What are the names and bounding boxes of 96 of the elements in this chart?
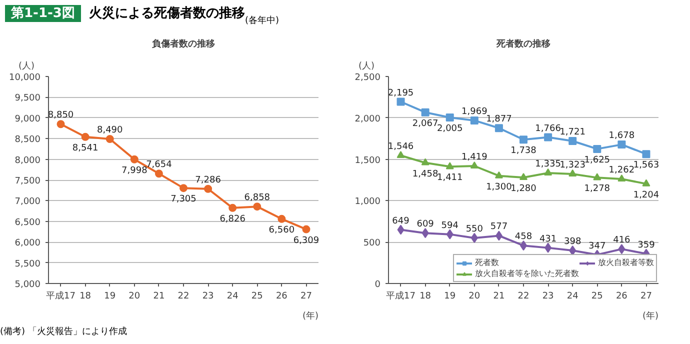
text: 6,560 <box>268 225 295 236</box>
y-tick-label: 500 <box>363 238 381 249</box>
data-label: 1,323 <box>560 160 586 170</box>
data-label: 1,625 <box>584 155 610 166</box>
y-tick-label: 6,500 <box>14 218 41 228</box>
data-label: 1,458 <box>412 169 438 180</box>
data-label: 1,546 <box>388 142 414 152</box>
y-tick-label: 2,500 <box>354 73 381 83</box>
text: 8,850 <box>48 110 74 121</box>
text: (備考) 「火災報告」により作成 <box>0 326 127 339</box>
text: 6,858 <box>244 193 270 204</box>
y-tick-label: 6,000 <box>14 238 41 249</box>
data-label: 1,969 <box>462 106 488 117</box>
x-tick-label: 23 <box>202 292 214 302</box>
text: 6,309 <box>293 236 320 246</box>
data-label: 1,678 <box>608 131 635 142</box>
data-label: 550 <box>466 224 484 234</box>
x-tick-label: 18 <box>80 292 92 302</box>
data-label: 1,280 <box>510 184 537 194</box>
text: 7,998 <box>122 166 148 176</box>
data-label: 1,419 <box>462 152 488 163</box>
y-axis-title: (人) <box>358 60 375 72</box>
chart-title: 負傷者数の推移 <box>152 38 215 50</box>
y-tick-label: 5,500 <box>14 259 41 270</box>
x-tick-label: 27 <box>640 292 652 302</box>
data-label: 1,262 <box>608 166 635 176</box>
legend-label: 放火自殺者等数 <box>598 257 654 268</box>
y-tick-label: 0 <box>374 280 381 290</box>
text: 8,490 <box>96 126 123 136</box>
x-tick-label: 25 <box>591 292 603 302</box>
x-tick-label: 26 <box>276 292 288 302</box>
y-tick-label: 10,000 <box>9 73 41 83</box>
x-tick-label: 22 <box>178 292 190 302</box>
text: (各年中) <box>244 15 279 28</box>
y-tick-label: 5,000 <box>14 280 41 290</box>
data-label: 359 <box>638 240 656 250</box>
y-tick-label: 7,000 <box>14 197 41 208</box>
data-label: 1,300 <box>486 182 512 192</box>
y-tick-label: 9,000 <box>14 114 41 124</box>
data-label: 609 <box>416 220 434 230</box>
x-tick-label: 21 <box>493 292 505 302</box>
x-tick-label: 26 <box>616 292 628 302</box>
data-label: 1,766 <box>535 124 562 134</box>
y-axis-title: (人) <box>18 60 35 72</box>
data-label: 594 <box>441 220 459 231</box>
x-tick-label: 25 <box>251 292 263 302</box>
text: 7,286 <box>195 175 221 186</box>
x-tick-label: 23 <box>542 292 554 302</box>
y-tick-label: 1,500 <box>354 156 381 166</box>
data-label: 1,335 <box>535 159 561 170</box>
x-tick-label: 27 <box>300 292 312 302</box>
y-tick-label: 2,000 <box>354 114 381 124</box>
data-label: 431 <box>539 234 557 244</box>
legend-label: 死者数 <box>475 257 499 268</box>
text: 第1-1-3図 <box>5 5 81 22</box>
data-label: 1,738 <box>510 146 537 156</box>
x-tick-label: 平成17 <box>386 290 416 302</box>
data-label: 577 <box>490 222 508 232</box>
data-label: 416 <box>613 236 631 246</box>
data-label: 2,005 <box>436 124 463 134</box>
x-tick-label: 19 <box>444 292 456 302</box>
text: 7,654 <box>146 160 172 170</box>
x-axis-title: (年) <box>642 310 659 322</box>
y-tick-label: 8,500 <box>14 135 41 146</box>
x-tick-label: 20 <box>468 292 480 302</box>
x-tick-label: 平成17 <box>46 290 76 302</box>
x-tick-label: 21 <box>153 292 165 302</box>
x-tick-label: 20 <box>128 292 140 302</box>
data-label: 398 <box>564 237 582 248</box>
data-label: 1,721 <box>560 128 586 138</box>
data-label: 2,195 <box>388 88 414 98</box>
data-label: 2,067 <box>412 118 438 129</box>
y-tick-label: 1,000 <box>354 197 381 208</box>
legend-label: 放火自殺者等を除いた死者数 <box>475 268 579 279</box>
data-label: 1,411 <box>436 173 463 184</box>
x-tick-label: 19 <box>104 292 116 302</box>
data-label: 649 <box>392 216 410 226</box>
data-label: 1,877 <box>486 114 512 125</box>
data-label: 1,278 <box>584 184 610 194</box>
data-label: 1,563 <box>633 160 660 171</box>
y-tick-label: 9,500 <box>14 94 41 104</box>
text: 6,826 <box>220 214 246 224</box>
data-label: 1,204 <box>633 190 660 200</box>
y-tick-label: 7,500 <box>14 176 41 186</box>
x-tick-label: 22 <box>518 292 530 302</box>
data-label: 458 <box>514 232 532 242</box>
text: 8,541 <box>72 143 98 154</box>
x-tick-label: 24 <box>226 292 239 302</box>
chart-title: 死者数の推移 <box>496 38 550 50</box>
x-tick-label: 18 <box>420 292 432 302</box>
x-axis-title: (年) <box>302 310 319 322</box>
text: 火災による死傷者数の推移 <box>88 6 245 21</box>
y-tick-label: 8,000 <box>14 156 41 166</box>
data-label: 347 <box>588 241 606 252</box>
x-tick-label: 24 <box>566 292 579 302</box>
text: 7,305 <box>170 194 196 205</box>
